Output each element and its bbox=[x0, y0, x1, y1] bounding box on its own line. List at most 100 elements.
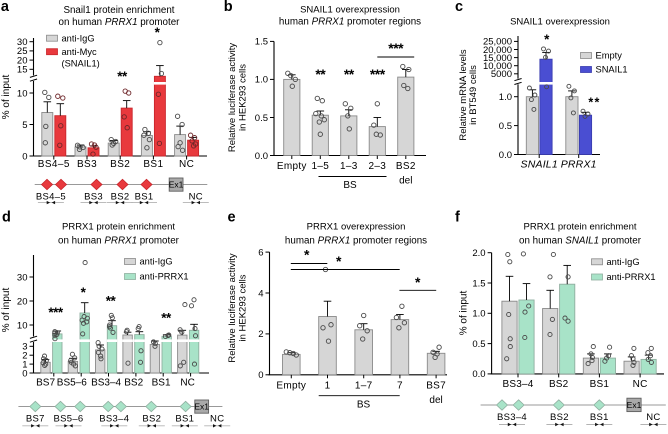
svg-text:BS4–5: BS4–5 bbox=[36, 191, 66, 202]
svg-text:c: c bbox=[455, 0, 463, 15]
svg-text:NC: NC bbox=[210, 413, 224, 424]
svg-text:*: * bbox=[304, 247, 310, 263]
svg-text:1.0: 1.0 bbox=[499, 92, 512, 103]
svg-text:0.0: 0.0 bbox=[255, 151, 268, 162]
svg-text:del: del bbox=[399, 176, 412, 187]
svg-text:BS4–5: BS4–5 bbox=[38, 159, 70, 170]
svg-text:0.0: 0.0 bbox=[472, 369, 485, 380]
svg-text:25,000: 25,000 bbox=[483, 37, 512, 48]
svg-text:d: d bbox=[2, 209, 11, 225]
svg-text:BS2: BS2 bbox=[110, 159, 130, 170]
svg-text:f: f bbox=[455, 209, 460, 225]
svg-text:20: 20 bbox=[17, 296, 28, 307]
svg-text:1.0: 1.0 bbox=[472, 309, 485, 320]
svg-text:**: ** bbox=[315, 66, 326, 82]
svg-text:on human PRRX1 promoter: on human PRRX1 promoter bbox=[58, 236, 180, 247]
svg-text:0.0: 0.0 bbox=[499, 150, 512, 161]
svg-text:SNAIL1: SNAIL1 bbox=[521, 159, 558, 171]
svg-text:BS2: BS2 bbox=[111, 191, 130, 202]
svg-text:NC: NC bbox=[633, 379, 648, 390]
svg-text:1.0: 1.0 bbox=[255, 75, 268, 86]
svg-text:0: 0 bbox=[22, 368, 27, 379]
svg-text:SNAIL1 overexpression: SNAIL1 overexpression bbox=[300, 5, 400, 16]
svg-text:***: *** bbox=[388, 40, 404, 56]
svg-text:7: 7 bbox=[397, 380, 403, 391]
svg-text:1: 1 bbox=[325, 380, 331, 391]
svg-text:BS1: BS1 bbox=[143, 159, 163, 170]
svg-text:***: *** bbox=[370, 66, 386, 82]
svg-text:e: e bbox=[228, 209, 236, 225]
svg-text:NC: NC bbox=[180, 377, 194, 388]
svg-text:Empty: Empty bbox=[276, 380, 306, 391]
svg-text:2–3: 2–3 bbox=[369, 161, 387, 172]
svg-text:BS3–4: BS3–4 bbox=[91, 377, 121, 388]
svg-text:Snail1 protein enrichment: Snail1 protein enrichment bbox=[63, 5, 174, 16]
svg-text:BS7: BS7 bbox=[26, 413, 45, 424]
svg-text:PRRX1 protein enrichment: PRRX1 protein enrichment bbox=[62, 221, 175, 232]
svg-text:0.5: 0.5 bbox=[472, 339, 485, 350]
svg-text:Empty: Empty bbox=[277, 161, 307, 172]
svg-text:BS3–4: BS3–4 bbox=[99, 413, 129, 424]
svg-text:BS: BS bbox=[343, 180, 357, 191]
svg-text:*: * bbox=[415, 274, 421, 290]
svg-text:in HEK293 cells: in HEK293 cells bbox=[238, 64, 249, 131]
svg-text:5: 5 bbox=[22, 120, 27, 131]
svg-text:NC: NC bbox=[179, 159, 194, 170]
svg-text:*: * bbox=[81, 285, 87, 300]
svg-text:Empty: Empty bbox=[596, 51, 623, 61]
svg-text:5000: 5000 bbox=[491, 69, 512, 80]
svg-text:BS5–6: BS5–6 bbox=[57, 377, 87, 388]
svg-text:2.0: 2.0 bbox=[472, 248, 485, 259]
svg-text:NC: NC bbox=[189, 191, 203, 202]
svg-text:**: ** bbox=[161, 311, 172, 326]
svg-text:SNAIL1: SNAIL1 bbox=[596, 65, 628, 75]
svg-text:2: 2 bbox=[258, 329, 263, 340]
svg-text:Ex1: Ex1 bbox=[194, 402, 209, 412]
svg-text:Ex1: Ex1 bbox=[627, 400, 642, 410]
svg-text:*: * bbox=[544, 32, 550, 47]
svg-text:25: 25 bbox=[17, 46, 28, 57]
svg-text:1–5: 1–5 bbox=[312, 161, 330, 172]
svg-text:BS2: BS2 bbox=[396, 161, 416, 172]
svg-text:on human SNAIL1 promoter: on human SNAIL1 promoter bbox=[519, 236, 642, 247]
svg-text:SNAIL1 overexpression: SNAIL1 overexpression bbox=[510, 17, 610, 28]
svg-text:Ex1: Ex1 bbox=[169, 180, 184, 190]
svg-text:BS3: BS3 bbox=[77, 159, 97, 170]
svg-text:b: b bbox=[224, 0, 233, 15]
svg-text:**: ** bbox=[117, 69, 128, 84]
svg-text:NC: NC bbox=[646, 412, 660, 423]
svg-text:% of input: % of input bbox=[1, 288, 12, 333]
svg-text:in BT549 cells: in BT549 cells bbox=[468, 65, 479, 125]
svg-text:BS1: BS1 bbox=[152, 377, 171, 388]
svg-text:BS5–6: BS5–6 bbox=[53, 413, 83, 424]
svg-text:in HEK293 cells: in HEK293 cells bbox=[238, 274, 249, 341]
svg-text:BS2: BS2 bbox=[124, 377, 143, 388]
svg-text:BS1: BS1 bbox=[590, 412, 609, 423]
svg-text:1.5: 1.5 bbox=[255, 37, 268, 48]
svg-text:% of input: % of input bbox=[1, 75, 12, 120]
svg-text:1: 1 bbox=[22, 359, 27, 370]
svg-text:BS7: BS7 bbox=[426, 380, 446, 391]
svg-text:Relative luciferase activity: Relative luciferase activity bbox=[227, 253, 238, 363]
svg-text:0.5: 0.5 bbox=[255, 113, 268, 124]
svg-text:10,000: 10,000 bbox=[483, 61, 512, 72]
svg-text:4: 4 bbox=[258, 288, 263, 299]
svg-text:10: 10 bbox=[17, 320, 28, 331]
svg-text:PRRX1: PRRX1 bbox=[561, 159, 597, 171]
svg-text:anti-IgG: anti-IgG bbox=[140, 257, 173, 267]
svg-text:anti-IgG: anti-IgG bbox=[607, 257, 640, 267]
svg-text:a: a bbox=[1, 0, 10, 15]
svg-text:BS2: BS2 bbox=[549, 379, 569, 390]
svg-text:BS1: BS1 bbox=[590, 379, 610, 390]
svg-text:BS2: BS2 bbox=[550, 412, 569, 423]
svg-text:6: 6 bbox=[258, 247, 263, 258]
svg-text:3: 3 bbox=[22, 342, 27, 353]
svg-text:**: ** bbox=[344, 66, 355, 82]
svg-text:anti-PRRX1: anti-PRRX1 bbox=[140, 272, 189, 282]
svg-text:BS1: BS1 bbox=[175, 413, 194, 424]
svg-text:PRRX1 overexpression: PRRX1 overexpression bbox=[307, 221, 406, 232]
svg-text:1.5: 1.5 bbox=[472, 278, 485, 289]
svg-text:% of input: % of input bbox=[459, 291, 470, 336]
svg-text:BS3–4: BS3–4 bbox=[497, 412, 527, 423]
svg-text:10: 10 bbox=[17, 88, 28, 99]
